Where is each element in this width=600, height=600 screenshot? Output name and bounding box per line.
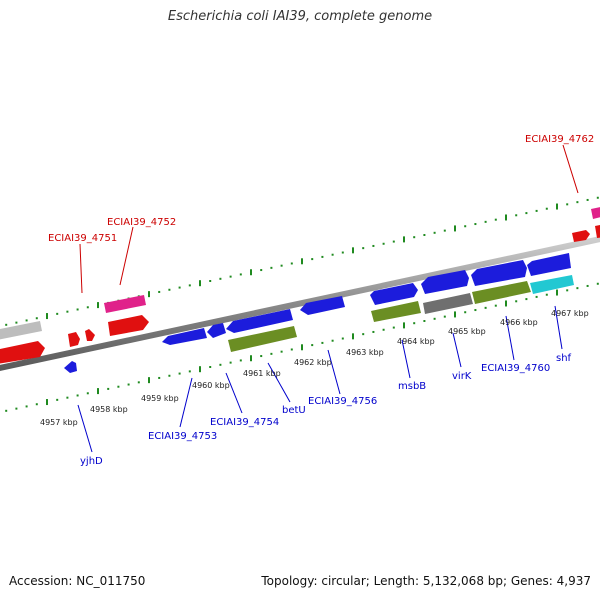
- gene-feature[interactable]: [591, 206, 600, 219]
- bottom-label-lines: [77, 305, 563, 453]
- gene-label-shf[interactable]: shf: [556, 353, 572, 364]
- gene-feature[interactable]: [527, 253, 571, 276]
- tick-track-bottom: [5, 282, 599, 412]
- gene-feature[interactable]: [421, 270, 469, 294]
- genome-summary: Topology: circular; Length: 5,132,068 bp…: [261, 574, 591, 588]
- gene-feature[interactable]: [0, 341, 45, 364]
- map-title: Escherichia coli IAI39, complete genome: [167, 9, 433, 24]
- kbp-label: 4961 kbp: [243, 369, 281, 378]
- gene-features: [0, 206, 600, 373]
- gene-feature[interactable]: [226, 309, 293, 333]
- kbp-label: 4959 kbp: [141, 394, 179, 403]
- label-leader: [119, 226, 134, 286]
- kbp-label: 4963 kbp: [346, 348, 384, 357]
- gene-label-virK[interactable]: virK: [452, 371, 472, 382]
- label-leader: [179, 377, 193, 428]
- kbp-label: 4964 kbp: [397, 337, 435, 346]
- gene-feature[interactable]: [370, 283, 418, 305]
- kbp-tick-labels: 4957 kbp 4958 kbp 4959 kbp 4960 kbp 4961…: [40, 309, 589, 427]
- gene-feature[interactable]: [423, 293, 473, 314]
- gene-label-yjhD[interactable]: yjhD: [80, 456, 103, 467]
- gene-feature[interactable]: [0, 321, 42, 340]
- label-leader: [225, 372, 243, 414]
- kbp-label: 4962 kbp: [294, 358, 332, 367]
- kbp-label: 4966 kbp: [500, 318, 538, 327]
- top-label-lines: [79, 144, 579, 294]
- gene-label-ECIAI39_4762[interactable]: ECIAI39_4762: [525, 134, 594, 145]
- label-leader: [267, 362, 291, 403]
- gene-feature[interactable]: [207, 323, 226, 338]
- genome-backbone: [0, 236, 600, 371]
- gene-label-ECIAI39_4754[interactable]: ECIAI39_4754: [210, 417, 279, 428]
- gene-feature[interactable]: [64, 361, 77, 373]
- gene-feature[interactable]: [572, 230, 590, 242]
- gene-feature[interactable]: [300, 296, 345, 315]
- label-leader: [505, 315, 515, 361]
- top-labels: ECIAI39_4751 ECIAI39_4752 ECIAI39_4762: [48, 134, 594, 244]
- gene-feature[interactable]: [472, 281, 531, 304]
- label-leader: [562, 144, 579, 194]
- label-leader: [77, 404, 93, 453]
- kbp-label: 4958 kbp: [90, 405, 128, 414]
- gene-label-ECIAI39_4752[interactable]: ECIAI39_4752: [107, 217, 176, 228]
- bottom-labels: yjhD ECIAI39_4753 ECIAI39_4754 betU ECIA…: [80, 353, 572, 467]
- gene-label-ECIAI39_4753[interactable]: ECIAI39_4753: [148, 431, 217, 442]
- gene-label-ECIAI39_4751[interactable]: ECIAI39_4751: [48, 233, 117, 244]
- gene-label-ECIAI39_4760[interactable]: ECIAI39_4760: [481, 363, 550, 374]
- gene-feature[interactable]: [68, 332, 80, 347]
- label-leader: [401, 339, 411, 379]
- gene-feature[interactable]: [162, 328, 207, 345]
- gene-label-ECIAI39_4756[interactable]: ECIAI39_4756: [308, 396, 377, 407]
- gene-feature[interactable]: [85, 329, 95, 341]
- gene-feature[interactable]: [530, 275, 574, 294]
- gene-feature[interactable]: [371, 301, 421, 322]
- gene-label-msbB[interactable]: msbB: [398, 381, 426, 392]
- label-leader: [554, 305, 563, 350]
- label-leader: [452, 332, 462, 368]
- gene-feature[interactable]: [104, 295, 146, 313]
- kbp-label: 4967 kbp: [551, 309, 589, 318]
- label-leader: [327, 349, 341, 395]
- gene-feature[interactable]: [228, 326, 297, 352]
- accession-label: Accession: NC_011750: [9, 574, 146, 588]
- kbp-label: 4965 kbp: [448, 327, 486, 336]
- label-leader: [79, 243, 83, 294]
- kbp-label: 4957 kbp: [40, 418, 78, 427]
- gene-feature[interactable]: [595, 224, 600, 238]
- gene-feature[interactable]: [108, 315, 149, 336]
- gene-feature[interactable]: [471, 260, 527, 286]
- kbp-label: 4960 kbp: [192, 381, 230, 390]
- gene-label-betU[interactable]: betU: [282, 405, 306, 416]
